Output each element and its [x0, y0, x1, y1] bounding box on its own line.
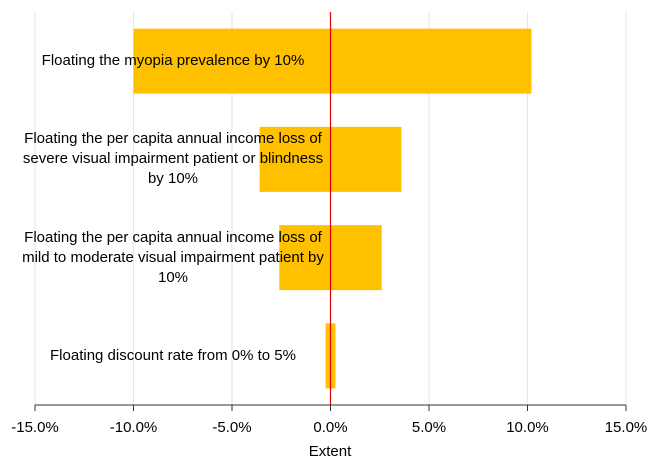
x-tick-label: -5.0%: [212, 419, 251, 436]
x-tick-label: 10.0%: [506, 419, 549, 436]
category-label: Floating the per capita annual income lo…: [22, 130, 324, 188]
category-label: Floating discount rate from 0% to 5%: [50, 346, 296, 364]
x-tick-label: 15.0%: [605, 419, 648, 436]
bar: [330, 126, 402, 192]
bar: [279, 225, 331, 291]
bar: [133, 28, 331, 94]
bar: [330, 28, 532, 94]
bar: [330, 225, 382, 291]
bar: [330, 323, 336, 389]
x-axis-label: Extent: [309, 443, 352, 460]
bar: [259, 126, 331, 192]
x-tick-label: -15.0%: [11, 419, 59, 436]
category-label: Floating the per capita annual income lo…: [22, 228, 324, 286]
category-label: Floating the myopia prevalence by 10%: [41, 52, 305, 70]
x-tick-label: 5.0%: [412, 419, 446, 436]
x-tick-label: -10.0%: [110, 419, 158, 436]
x-tick-label: 0.0%: [313, 419, 347, 436]
bar: [325, 323, 331, 389]
